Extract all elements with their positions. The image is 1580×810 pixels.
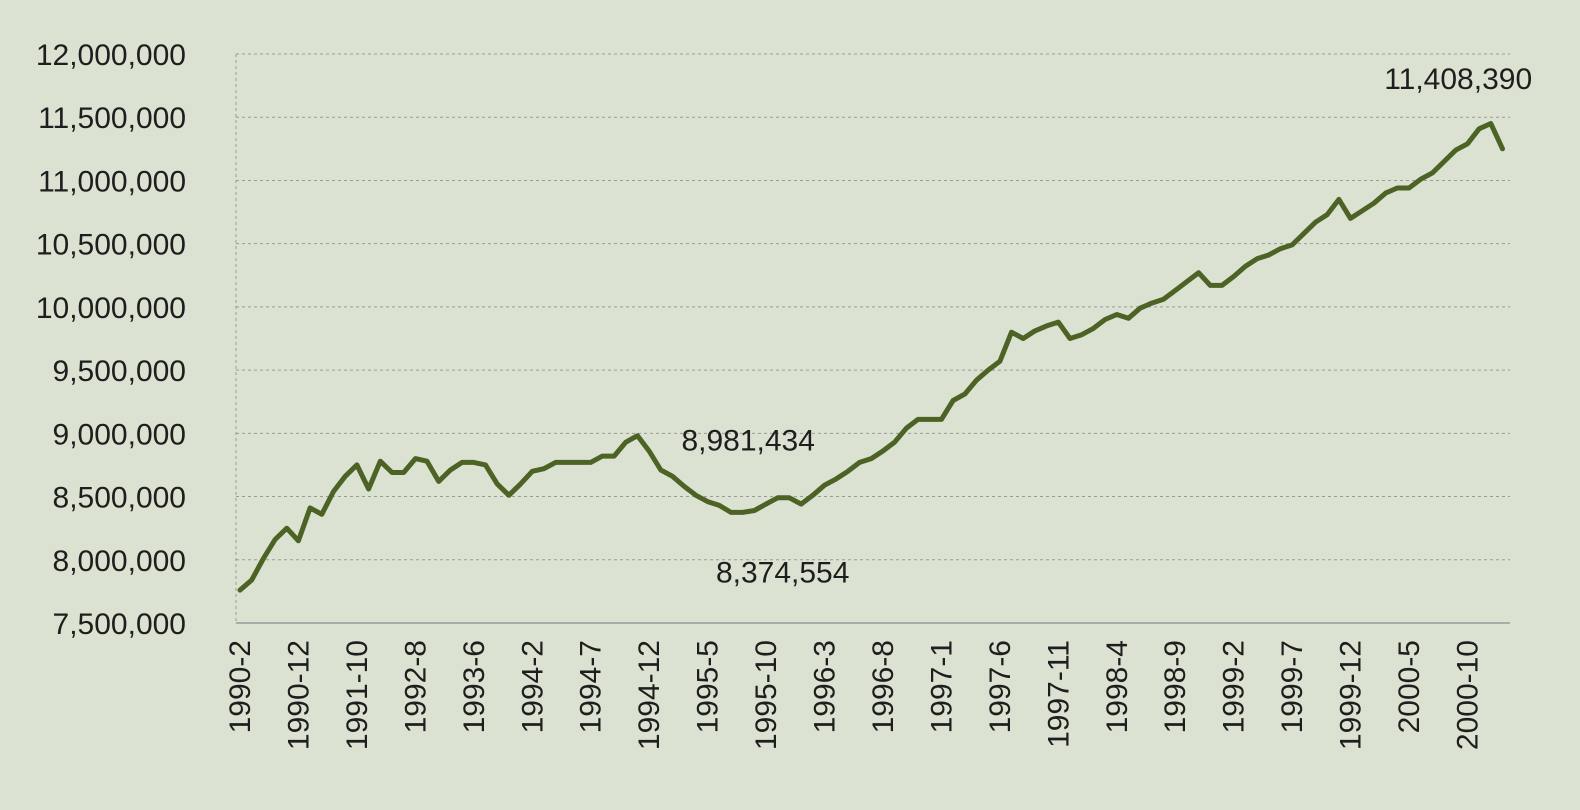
x-tick-label: 1999-12 — [1335, 640, 1368, 750]
y-tick-label: 12,000,000 — [36, 39, 186, 72]
annotation-label: 11,408,390 — [1384, 63, 1532, 96]
x-tick-label: 1999-2 — [1218, 640, 1251, 733]
y-tick-label: 8,500,000 — [53, 482, 186, 515]
x-tick-label: 1997-1 — [925, 640, 958, 733]
x-tick-label: 1998-9 — [1159, 640, 1192, 733]
series-line — [237, 121, 1505, 593]
x-tick-label: 1999-7 — [1276, 640, 1309, 733]
y-tick-label: 7,500,000 — [53, 608, 186, 641]
annotations: 8,981,434 8,374,554 11,408,390 — [681, 63, 1532, 590]
x-tick-label: 1996-8 — [867, 640, 900, 733]
x-tick-label: 2000-5 — [1393, 640, 1426, 733]
y-tick-label: 10,500,000 — [36, 229, 186, 262]
y-tick-label: 9,000,000 — [53, 418, 186, 451]
x-tick-label: 1996-3 — [809, 640, 842, 733]
y-tick-label: 11,000,000 — [38, 165, 186, 198]
x-tick-label: 2000-10 — [1451, 640, 1484, 750]
x-tick-label: 1992-8 — [399, 640, 432, 733]
x-tick-label: 1994-2 — [516, 640, 549, 733]
x-tick-label: 1995-10 — [750, 640, 783, 750]
y-tick-label: 10,000,000 — [36, 292, 186, 325]
annotation-label: 8,981,434 — [681, 425, 814, 458]
y-axis-ticks: 7,500,000 8,000,000 8,500,000 9,000,000 9,50… — [36, 39, 186, 641]
x-tick-label: 1990-2 — [224, 640, 257, 733]
x-tick-label: 1998-4 — [1101, 640, 1134, 733]
x-tick-label: 1994-12 — [633, 640, 666, 750]
y-tick-label: 9,500,000 — [53, 355, 186, 388]
x-tick-label: 1990-12 — [282, 640, 315, 750]
annotation-label: 8,374,554 — [716, 556, 849, 589]
x-tick-label: 1991-10 — [341, 640, 374, 750]
x-axis-ticks: 1990-2 1990-12 1991-10 1992-8 1993-6 1994-2 19… — [224, 640, 1484, 750]
x-tick-label: 1997-11 — [1042, 640, 1075, 748]
x-tick-label: 1997-6 — [984, 640, 1017, 733]
y-tick-label: 11,500,000 — [38, 102, 186, 135]
x-tick-label: 1993-6 — [458, 640, 491, 733]
y-tick-label: 8,000,000 — [53, 545, 186, 578]
series-layer — [237, 121, 1505, 593]
x-tick-label: 1995-5 — [692, 640, 725, 733]
gridlines — [235, 53, 1510, 623]
x-tick-label: 1994-7 — [575, 640, 608, 733]
